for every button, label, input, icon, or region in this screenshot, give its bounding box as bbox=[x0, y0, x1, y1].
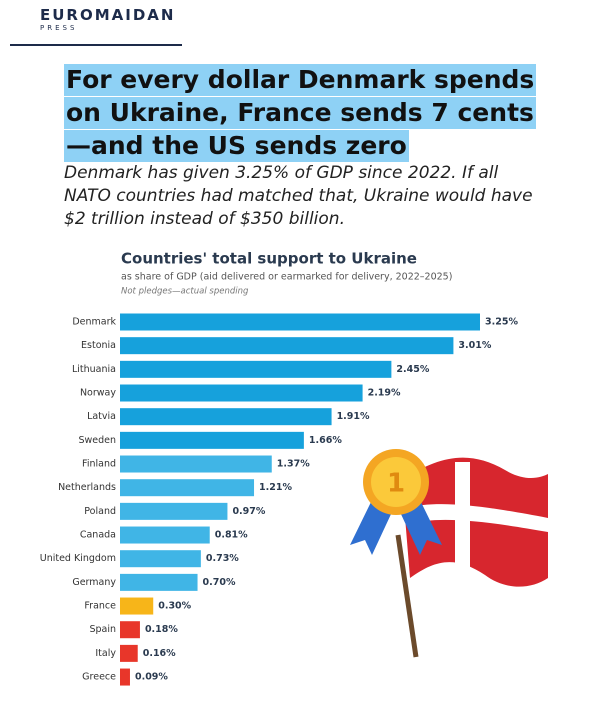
category-label: Spain bbox=[89, 624, 116, 635]
bar bbox=[120, 431, 304, 449]
value-label: 2.45% bbox=[396, 364, 429, 375]
value-label: 0.09% bbox=[135, 672, 168, 683]
chart-note: Not pledges—actual spending bbox=[121, 287, 249, 297]
value-label: 1.66% bbox=[309, 435, 342, 446]
category-label: Canada bbox=[80, 530, 116, 541]
ribbon bbox=[350, 500, 392, 555]
bar bbox=[120, 384, 363, 402]
category-label: Finland bbox=[82, 459, 116, 470]
bar bbox=[120, 597, 154, 615]
value-label: 0.97% bbox=[232, 506, 265, 517]
value-label: 1.37% bbox=[277, 459, 310, 470]
chart-subtitle: as share of GDP (aid delivered or earmar… bbox=[121, 272, 452, 283]
bar bbox=[120, 550, 201, 568]
logo: EUROMAIDAN bbox=[40, 6, 176, 24]
headline-line: For every dollar Denmark spends bbox=[64, 64, 537, 96]
logo-sub: PRESS bbox=[40, 24, 78, 32]
bar bbox=[120, 360, 392, 378]
medal-number: 1 bbox=[387, 469, 405, 499]
headline-line: —and the US sends zero bbox=[64, 130, 409, 162]
category-label: Denmark bbox=[72, 317, 116, 328]
value-label: 3.25% bbox=[485, 317, 518, 328]
category-label: Italy bbox=[95, 648, 116, 659]
flag-pole bbox=[395, 534, 419, 658]
value-label: 1.21% bbox=[259, 482, 292, 493]
value-label: 0.73% bbox=[206, 553, 239, 564]
value-label: 0.30% bbox=[158, 601, 191, 612]
medal-inner bbox=[371, 457, 421, 507]
value-label: 0.18% bbox=[145, 624, 178, 635]
category-label: Poland bbox=[84, 506, 116, 517]
flag-illustration: 1 bbox=[350, 449, 548, 658]
divider bbox=[10, 44, 182, 46]
ribbon bbox=[400, 500, 442, 555]
category-label: Greece bbox=[82, 672, 116, 683]
value-label: 1.91% bbox=[337, 411, 370, 422]
bar bbox=[120, 408, 332, 426]
value-label: 0.70% bbox=[203, 577, 236, 588]
value-label: 0.81% bbox=[215, 530, 248, 541]
category-label: Germany bbox=[72, 577, 116, 588]
category-label: Estonia bbox=[81, 340, 116, 351]
headline: For every dollar Denmark spends on Ukrai… bbox=[64, 64, 537, 163]
bar bbox=[120, 526, 210, 544]
category-label: United Kingdom bbox=[40, 553, 116, 564]
category-label: Lithuania bbox=[72, 364, 116, 375]
flag-cross bbox=[404, 504, 548, 532]
bar bbox=[120, 502, 228, 520]
headline-line: on Ukraine, France sends 7 cents bbox=[64, 97, 536, 129]
category-label: Norway bbox=[80, 388, 116, 399]
subhead: Denmark has given 3.25% of GDP since 202… bbox=[64, 163, 533, 229]
bar bbox=[120, 313, 480, 331]
value-label: 2.19% bbox=[368, 388, 401, 399]
category-label: France bbox=[84, 601, 116, 612]
bar bbox=[120, 573, 198, 591]
bar bbox=[120, 668, 130, 686]
flag bbox=[402, 457, 548, 587]
value-label: 3.01% bbox=[458, 340, 491, 351]
chart-title: Countries' total support to Ukraine bbox=[121, 250, 417, 268]
category-label: Netherlands bbox=[58, 482, 116, 493]
bar bbox=[120, 644, 138, 662]
bar bbox=[120, 479, 255, 497]
bar bbox=[120, 621, 140, 639]
bar bbox=[120, 337, 454, 355]
category-label: Sweden bbox=[78, 435, 116, 446]
category-label: Latvia bbox=[87, 411, 116, 422]
bar bbox=[120, 455, 272, 473]
value-label: 0.16% bbox=[143, 648, 176, 659]
